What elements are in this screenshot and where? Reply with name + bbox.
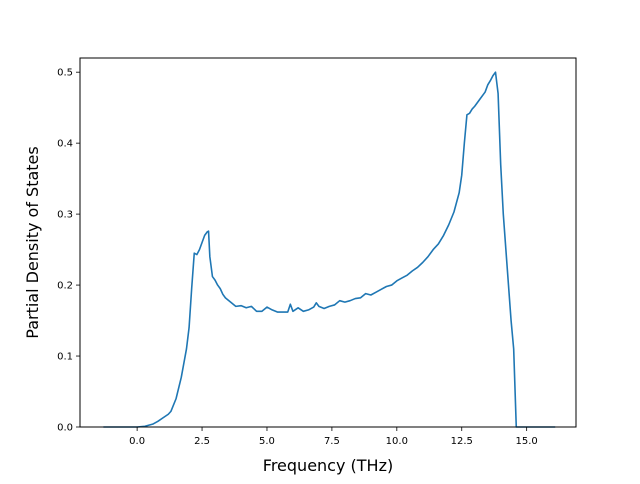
ticks-layer: 0.0 2.5 5.0 7.5 10.0 12.5 15.0 0.0 0.1 0.2 0.3 0.4 0… <box>57 68 538 447</box>
x-tick-label: 0.0 <box>129 436 145 447</box>
y-tick-label: 0.2 <box>57 281 73 292</box>
x-tick-label: 7.5 <box>324 436 340 447</box>
y-tick-label: 0.3 <box>57 210 73 221</box>
y-tick-label: 0.0 <box>57 423 73 434</box>
y-tick-label: 0.5 <box>57 68 73 79</box>
y-tick-label: 0.4 <box>57 139 73 150</box>
x-tick-label: 12.5 <box>451 436 473 447</box>
x-tick-label: 15.0 <box>516 436 538 447</box>
x-tick-label: 10.0 <box>386 436 408 447</box>
plot-layer <box>103 71 556 428</box>
x-tick-label: 2.5 <box>194 436 210 447</box>
y-axis-label: Partial Density of States <box>23 146 42 338</box>
axes-frame <box>79 57 577 428</box>
y-tick-label: 0.1 <box>57 352 73 363</box>
x-tick-label: 5.0 <box>259 436 275 447</box>
series-line-0 <box>103 71 556 428</box>
x-axis-label: Frequency (THz) <box>263 456 393 475</box>
